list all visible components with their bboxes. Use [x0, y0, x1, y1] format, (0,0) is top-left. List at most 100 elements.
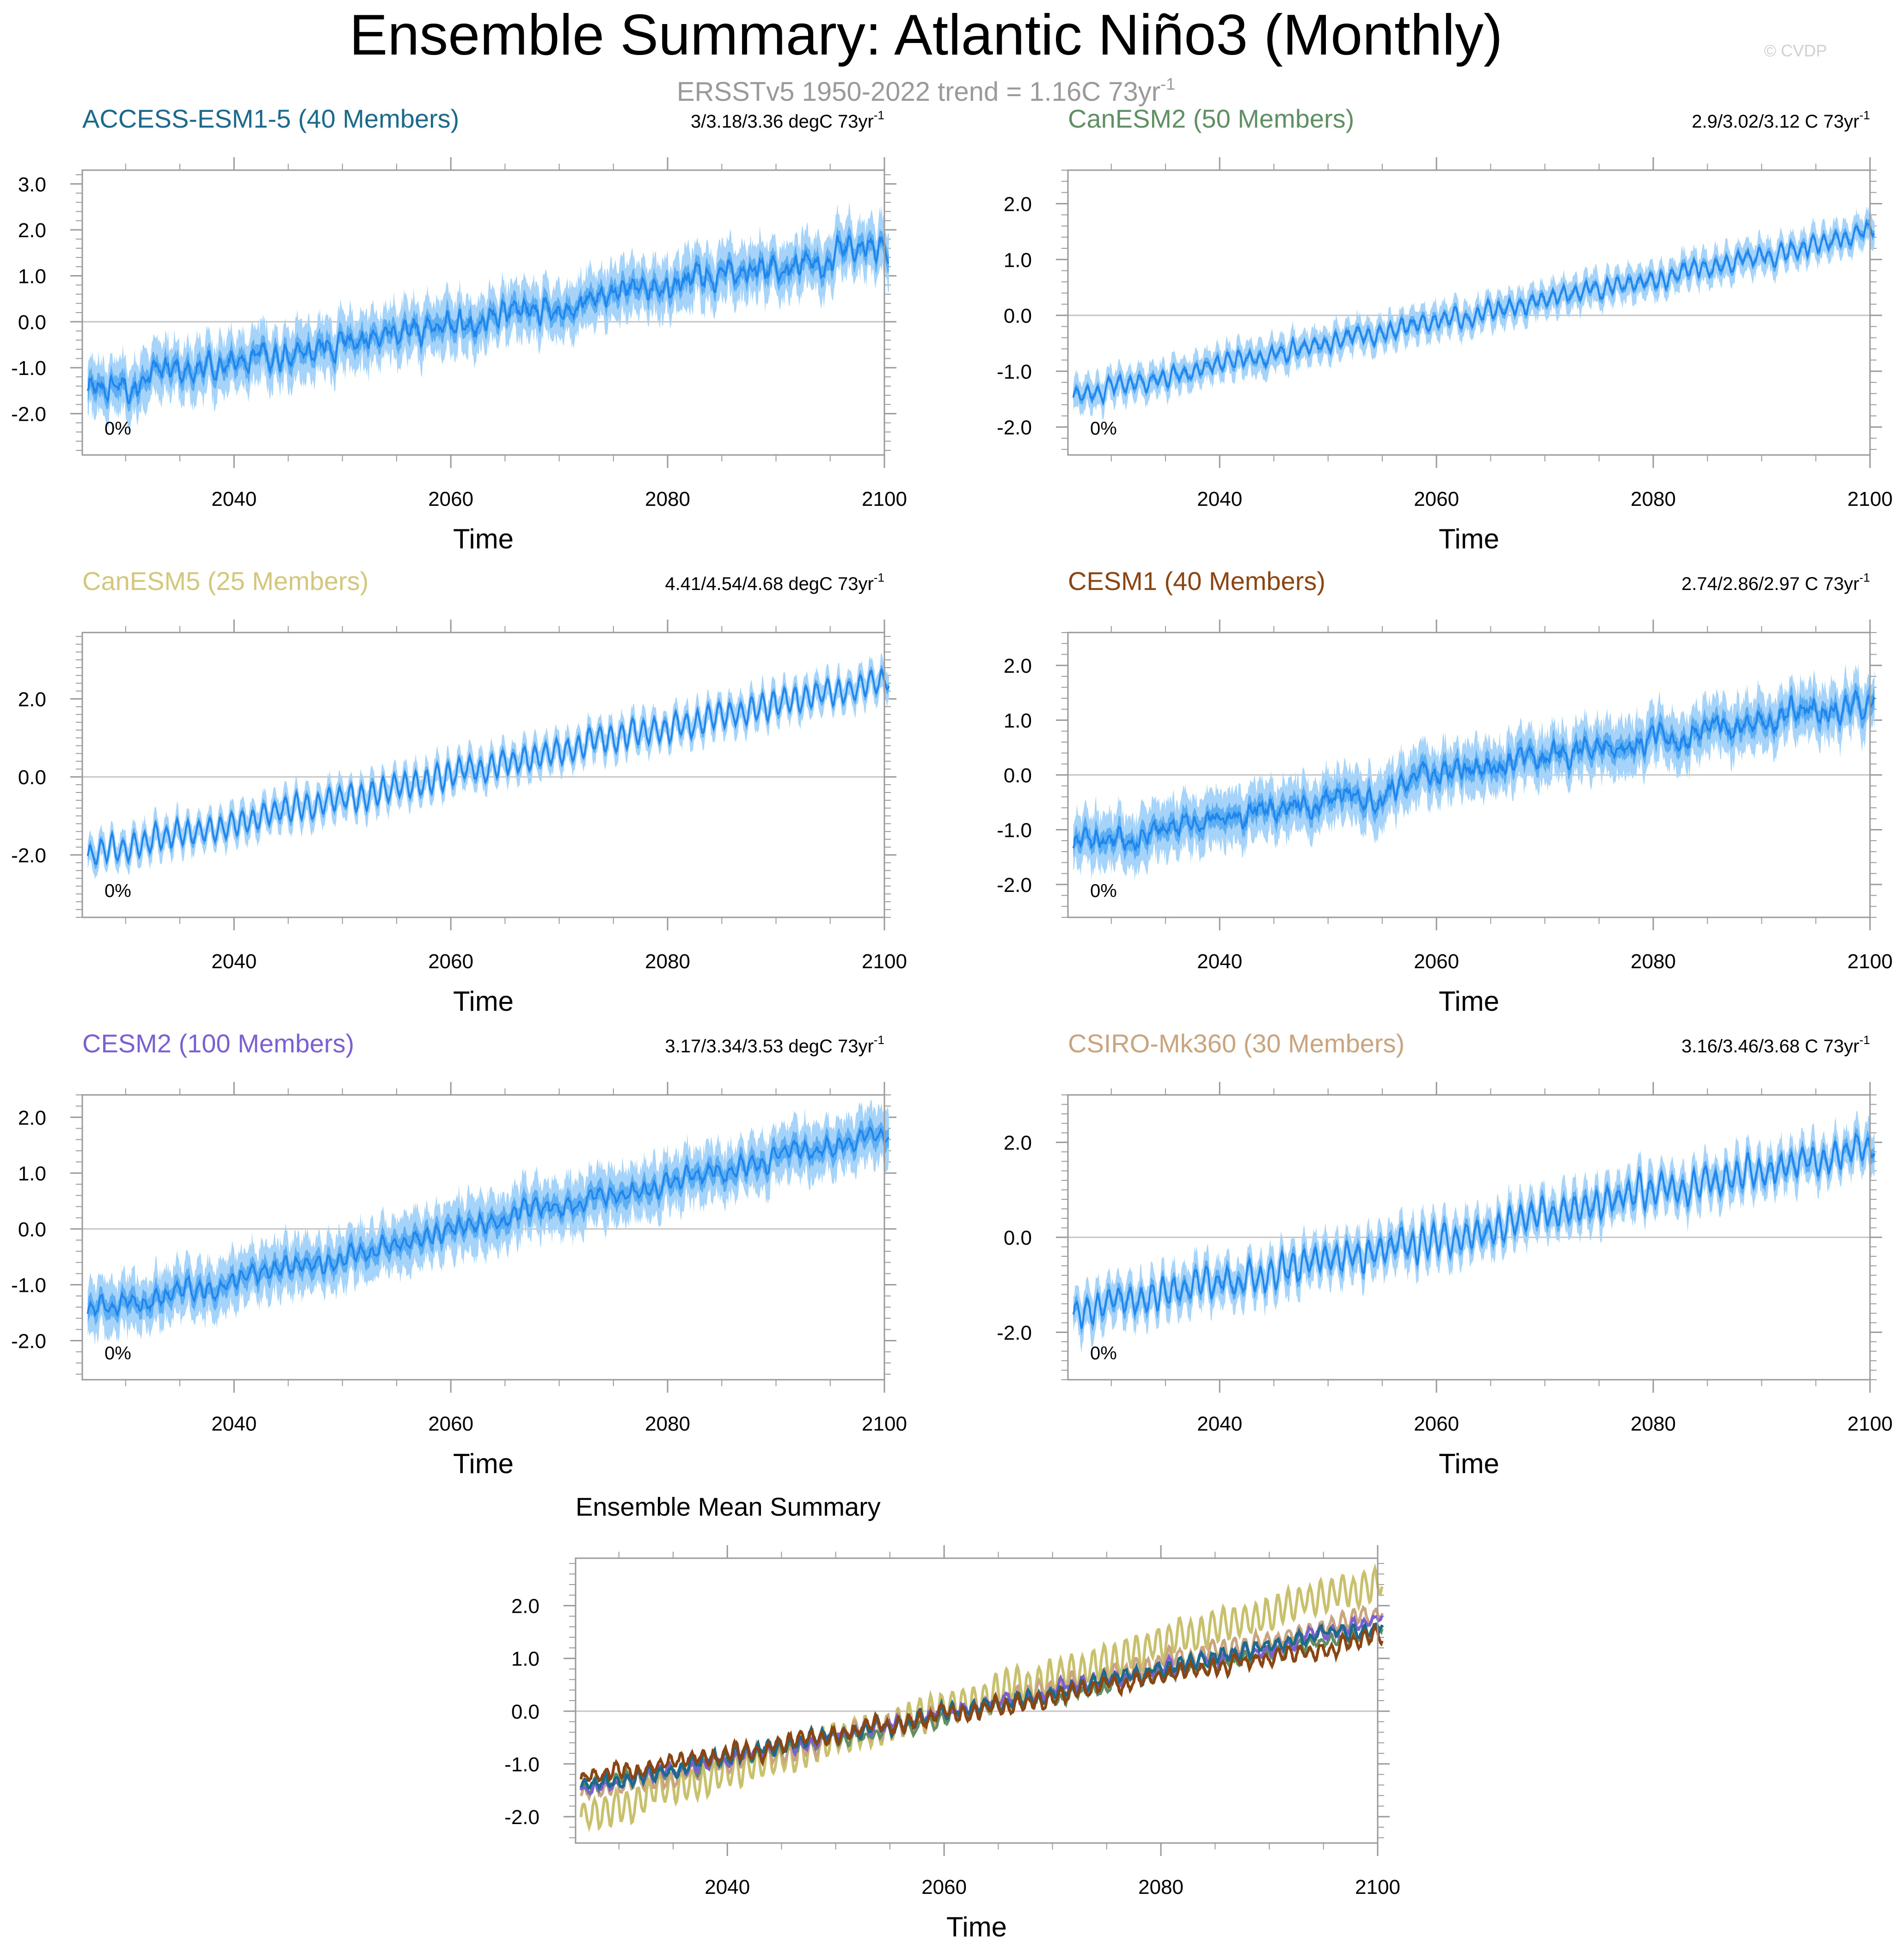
- chart-panel: ACCESS-ESM1-5 (40 Members) 3/3.18/3.36 de…: [11, 104, 907, 554]
- trend-text: 3.16/3.46/3.68 C 73yr: [1681, 1036, 1859, 1057]
- x-tick-label: 2060: [1414, 488, 1459, 510]
- chart-panel: CanESM5 (25 Members) 4.41/4.54/4.68 degC …: [11, 566, 907, 1017]
- x-axis-title: Time: [453, 1448, 514, 1479]
- y-tick-label: 3.0: [18, 173, 46, 196]
- x-tick-label: 2080: [645, 488, 690, 510]
- x-tick-label: 2060: [921, 1876, 967, 1899]
- spread-band-outer: [1073, 206, 1875, 420]
- panel-title: CESM2 (100 Members): [82, 1029, 354, 1058]
- x-tick-label: 2100: [1355, 1876, 1400, 1899]
- percent-label: 0%: [1090, 1343, 1117, 1364]
- y-tick-label: 0.0: [18, 766, 46, 789]
- x-axis-title: Time: [453, 523, 514, 554]
- y-tick-label: -2.0: [11, 1330, 46, 1352]
- y-tick-label: -1.0: [11, 1274, 46, 1297]
- y-tick-label: -2.0: [997, 874, 1032, 897]
- x-tick-label: 2060: [428, 950, 473, 973]
- panel-title: CanESM2 (50 Members): [1068, 104, 1354, 133]
- x-tick-label: 2100: [862, 1413, 907, 1435]
- trend-label: 3.17/3.34/3.53 degC 73yr-1: [665, 1033, 884, 1057]
- x-axis-title: Time: [1439, 523, 1499, 554]
- y-tick-label: 2.0: [511, 1595, 540, 1618]
- y-tick-label: -1.0: [504, 1753, 540, 1776]
- x-tick-label: 2040: [211, 1413, 257, 1435]
- y-tick-label: -2.0: [997, 1321, 1032, 1344]
- trend-label: 4.41/4.54/4.68 degC 73yr-1: [665, 571, 884, 594]
- y-tick-label: 2.0: [1004, 1132, 1032, 1155]
- x-tick-label: 2040: [211, 950, 257, 973]
- percent-label: 0%: [104, 1343, 131, 1364]
- y-tick-label: 0.0: [18, 311, 46, 334]
- x-axis-title: Time: [1439, 1448, 1499, 1479]
- x-tick-label: 2060: [1414, 950, 1459, 973]
- panel-title: CSIRO-Mk360 (30 Members): [1068, 1029, 1404, 1058]
- chart-panel: Ensemble Mean Summary 2.0 1.0 0.0 -1.0 -2.0 20…: [504, 1492, 1400, 1942]
- x-tick-label: 2060: [1414, 1413, 1459, 1435]
- y-tick-label: 2.0: [18, 1106, 46, 1129]
- trend-exponent: -1: [1859, 571, 1870, 584]
- y-tick-label: 1.0: [1004, 249, 1032, 271]
- chart-panel: CSIRO-Mk360 (30 Members) 3.16/3.46/3.68 C…: [997, 1029, 1893, 1479]
- y-tick-label: 1.0: [18, 265, 46, 288]
- y-tick-label: 2.0: [1004, 655, 1032, 677]
- x-tick-label: 2100: [1847, 488, 1893, 510]
- y-tick-label: -2.0: [11, 844, 46, 867]
- panel-title: CESM1 (40 Members): [1068, 566, 1325, 596]
- panel-title: Ensemble Mean Summary: [576, 1492, 881, 1521]
- trend-label: 3.16/3.46/3.68 C 73yr-1: [1681, 1033, 1870, 1057]
- plot-frame: [1067, 169, 1871, 456]
- series-line: [579, 1623, 1384, 1783]
- y-tick-label: -1.0: [11, 357, 46, 380]
- trend-text: 3/3.18/3.36 degC 73yr: [691, 111, 874, 132]
- x-tick-label: 2040: [705, 1876, 750, 1899]
- y-tick-label: 2.0: [1004, 193, 1032, 215]
- y-tick-label: 1.0: [1004, 710, 1032, 732]
- ensemble-mean-line: [86, 234, 889, 405]
- trend-text: 4.41/4.54/4.68 degC 73yr: [665, 574, 873, 594]
- y-tick-label: 0.0: [511, 1701, 540, 1723]
- x-tick-label: 2040: [1197, 1413, 1242, 1435]
- ensemble-mean-line: [1072, 219, 1875, 406]
- plot-frame: [1067, 1094, 1871, 1381]
- trend-exponent: -1: [874, 571, 884, 584]
- x-tick-label: 2040: [1197, 488, 1242, 510]
- trend-label: 2.9/3.02/3.12 C 73yr-1: [1692, 108, 1870, 132]
- ensemble-mean-line: [86, 668, 890, 866]
- x-tick-label: 2080: [1631, 950, 1676, 973]
- y-tick-label: 1.0: [18, 1162, 46, 1185]
- chart-panel: CanESM2 (50 Members) 2.9/3.02/3.12 C 73yr…: [997, 104, 1893, 554]
- subtitle-exponent: -1: [1160, 74, 1175, 93]
- percent-label: 0%: [1090, 418, 1117, 439]
- plot-frame: [81, 169, 885, 456]
- y-tick-label: 1.0: [511, 1648, 540, 1671]
- subtitle-text: ERSSTv5 1950-2022 trend = 1.16C 73yr: [677, 77, 1160, 107]
- x-tick-label: 2080: [645, 1413, 690, 1435]
- ensemble-mean-line: [86, 1125, 889, 1318]
- chart-panel: CESM2 (100 Members) 3.17/3.34/3.53 degC 7…: [11, 1029, 907, 1479]
- percent-label: 0%: [104, 881, 131, 901]
- ensemble-mean-line: [1072, 1132, 1876, 1329]
- figure-title: Ensemble Summary: Atlantic Niño3 (Monthl…: [350, 3, 1503, 67]
- y-tick-label: 2.0: [18, 688, 46, 711]
- trend-exponent: -1: [1859, 108, 1870, 122]
- x-tick-label: 2060: [428, 1413, 473, 1435]
- x-tick-label: 2100: [1847, 950, 1893, 973]
- plot-frame: [81, 1094, 885, 1381]
- x-tick-label: 2080: [1631, 488, 1676, 510]
- y-tick-label: -2.0: [11, 403, 46, 426]
- plot-frame: [81, 632, 885, 918]
- x-tick-label: 2080: [1138, 1876, 1184, 1899]
- x-axis-title: Time: [1439, 986, 1499, 1017]
- ensemble-mean-line: [1072, 689, 1876, 852]
- y-tick-label: 0.0: [18, 1218, 46, 1241]
- y-tick-label: 0.0: [1004, 764, 1032, 787]
- x-tick-label: 2080: [645, 950, 690, 973]
- y-tick-label: -1.0: [997, 819, 1032, 842]
- x-axis-title: Time: [453, 986, 514, 1017]
- y-tick-label: -1.0: [997, 361, 1032, 383]
- x-tick-label: 2100: [1847, 1413, 1893, 1435]
- trend-label: 3/3.18/3.36 degC 73yr-1: [691, 108, 884, 132]
- watermark: © CVDP: [1764, 41, 1827, 60]
- percent-label: 0%: [1090, 881, 1117, 901]
